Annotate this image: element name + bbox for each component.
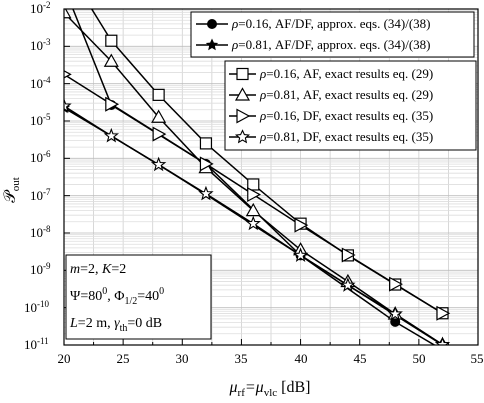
parameters-box-frame [65, 254, 212, 340]
y-tick-label: 10-9 [30, 261, 51, 277]
data-point-open-triangle-up [151, 109, 167, 123]
x-tick-label: 45 [354, 351, 367, 366]
data-point-open-triangle-right [389, 276, 403, 292]
x-tick-label: 40 [295, 351, 308, 366]
x-tick-label: 25 [117, 351, 130, 366]
y-tick-label: 10-3 [30, 37, 51, 53]
axis-ticks [63, 8, 479, 346]
data-point-open-triangle-up [64, 9, 72, 19]
x-tick-label: 30 [176, 351, 189, 366]
data-point-open-triangle-right [247, 187, 262, 203]
legend-label: ρ=0.81, DF, exact results eq. (35) [259, 129, 433, 144]
parameters-box: m=2, K=2 Ψ=800, Φ1/2=400 L=2 m, γth=0 dB [65, 254, 212, 340]
data-point-open-triangle-right [294, 217, 309, 233]
legend-marker-filled-circle [207, 19, 217, 29]
y-tick-label: 10-5 [30, 112, 51, 128]
y-tick-label: 10-10 [24, 299, 49, 315]
legend-approx: ρ=0.16, AF/DF, approx. eqs. (34)/(38) ρ=… [190, 11, 475, 58]
legend-approx-box [190, 11, 475, 58]
data-point-open-triangle-right [152, 126, 167, 142]
data-point-open-triangle-right [105, 96, 120, 112]
data-point-open-star [150, 156, 167, 172]
data-point-filled-circle [441, 344, 444, 345]
x-tick-label: 20 [58, 351, 71, 366]
y-axis-title: 𝒫out [2, 177, 22, 203]
legend-marker-open-triangle-right [236, 108, 251, 124]
data-point-open-square [105, 34, 118, 47]
data-point-open-triangle-up [103, 53, 119, 67]
x-axis-title: μrf=μvlc [dB] [229, 379, 311, 399]
data-point-open-square [199, 137, 213, 150]
parameters-line-2: Ψ=800, Φ1/2=400 [70, 286, 164, 307]
data-point-open-square [152, 88, 165, 101]
y-tick-label: 10-11 [24, 336, 49, 352]
data-point-open-square [247, 178, 260, 191]
y-tick-labels: 10-2 10-3 10-4 10-5 10-6 10-7 10-8 10-9 … [24, 0, 51, 352]
data-point-open-star [340, 277, 356, 292]
data-point-open-triangle-right [341, 247, 356, 263]
data-point-open-triangle-right [436, 305, 451, 321]
legend-marker-open-star [234, 129, 251, 144]
y-tick-label: 10-4 [30, 75, 51, 91]
data-point-open-star [245, 215, 261, 231]
legend-label: ρ=0.16, DF, exact results eq. (35) [259, 108, 433, 123]
series-layer [64, 9, 451, 345]
x-tick-label: 35 [235, 351, 248, 366]
x-tick-label: 55 [471, 351, 484, 366]
x-tick-label: 50 [413, 351, 426, 366]
y-tick-label: 10-6 [30, 149, 51, 165]
legend-exact-box [224, 60, 477, 151]
legend-marker-open-square [236, 67, 249, 81]
legend-marker-open-triangle-up [234, 87, 251, 101]
legend-label: ρ=0.81, AF, exact results eq. (29) [259, 87, 433, 102]
data-point-open-star [292, 247, 309, 262]
data-point-open-star [387, 305, 403, 321]
x-tick-labels: 20 25 30 35 40 45 50 55 [58, 351, 484, 366]
y-tick-label: 10-8 [30, 224, 51, 240]
data-point-open-star [64, 97, 72, 113]
legend-label: ρ=0.16, AF/DF, approx. eqs. (34)/(38) [231, 16, 431, 31]
parameters-line-1: m=2, K=2 [70, 262, 126, 277]
legend-exact: ρ=0.16, AF, exact results eq. (29) ρ=0.8… [224, 60, 477, 151]
data-point-open-star [198, 185, 214, 201]
y-tick-label: 10-2 [30, 0, 51, 16]
legend-label: ρ=0.81, AF/DF, approx. eqs. (34)/(38) [231, 37, 431, 52]
data-point-open-star [434, 336, 451, 345]
parameters-line-3: L=2 m, γth=0 dB [69, 316, 162, 334]
legend-label: ρ=0.16, AF, exact results eq. (29) [259, 66, 433, 81]
data-point-open-star [103, 127, 120, 143]
legend-marker-filled-star [205, 38, 219, 51]
data-point-open-triangle-right [199, 156, 214, 172]
y-tick-label: 10-7 [30, 187, 51, 203]
